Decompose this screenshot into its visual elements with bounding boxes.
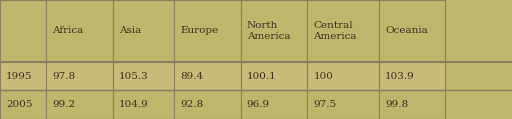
Text: Central
America: Central America xyxy=(313,21,357,41)
Text: 92.8: 92.8 xyxy=(180,100,203,109)
Text: 104.9: 104.9 xyxy=(119,100,148,109)
Bar xyxy=(113,62,174,90)
Text: Asia: Asia xyxy=(119,26,141,35)
Text: 97.5: 97.5 xyxy=(313,100,336,109)
Text: Africa: Africa xyxy=(52,26,83,35)
Bar xyxy=(307,0,379,62)
Bar xyxy=(174,0,241,62)
Text: 100: 100 xyxy=(313,72,333,81)
Bar xyxy=(46,62,113,90)
Bar xyxy=(113,90,174,119)
Bar xyxy=(0,62,46,90)
Text: 99.2: 99.2 xyxy=(52,100,75,109)
Bar xyxy=(174,90,241,119)
Bar xyxy=(307,90,379,119)
Text: Oceania: Oceania xyxy=(385,26,428,35)
Bar xyxy=(241,62,307,90)
Text: 2005: 2005 xyxy=(6,100,33,109)
Text: 103.9: 103.9 xyxy=(385,72,415,81)
Bar xyxy=(46,0,113,62)
Bar xyxy=(46,90,113,119)
Text: North
America: North America xyxy=(247,21,290,41)
Text: Europe: Europe xyxy=(180,26,219,35)
Bar xyxy=(113,0,174,62)
Bar xyxy=(174,62,241,90)
Text: 100.1: 100.1 xyxy=(247,72,276,81)
Bar xyxy=(379,90,445,119)
Bar xyxy=(379,62,445,90)
Bar xyxy=(379,0,445,62)
Text: 89.4: 89.4 xyxy=(180,72,203,81)
Text: 1995: 1995 xyxy=(6,72,33,81)
Text: 99.8: 99.8 xyxy=(385,100,408,109)
Bar xyxy=(0,90,46,119)
Text: 96.9: 96.9 xyxy=(247,100,270,109)
Bar xyxy=(307,62,379,90)
Text: 105.3: 105.3 xyxy=(119,72,148,81)
Bar xyxy=(241,0,307,62)
Bar xyxy=(241,90,307,119)
Text: 97.8: 97.8 xyxy=(52,72,75,81)
Bar xyxy=(0,0,46,62)
